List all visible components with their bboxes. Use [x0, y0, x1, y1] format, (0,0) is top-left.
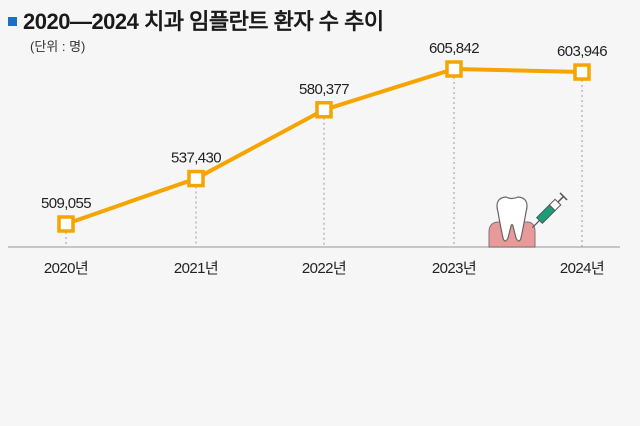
tooth-implant-syringe-icon	[488, 192, 568, 248]
data-marker	[573, 63, 591, 81]
data-marker	[315, 101, 333, 119]
data-label: 603,946	[557, 43, 607, 60]
data-marker	[187, 169, 205, 188]
unit-label: (단위 : 명)	[30, 39, 86, 54]
data-marker	[57, 215, 75, 233]
x-axis-label: 2022년	[302, 260, 346, 277]
x-axis-label: 2021년	[174, 260, 218, 277]
x-axis-label: 2024년	[560, 260, 604, 277]
data-markers	[57, 60, 591, 233]
data-labels: 509,055 537,430 580,377 605,842 603,946	[41, 40, 608, 212]
x-axis-label: 2023년	[432, 260, 476, 277]
data-label: 605,842	[429, 40, 479, 57]
data-label: 580,377	[299, 81, 349, 98]
guide-lines	[65, 77, 583, 247]
chart-title: 2020—2024 치과 임플란트 환자 수 추이	[8, 4, 384, 36]
data-label: 509,055	[41, 195, 91, 212]
data-label: 537,430	[171, 150, 221, 167]
title-bullet-icon	[8, 16, 17, 26]
data-marker	[445, 60, 463, 78]
chart-title-text: 2020—2024 치과 임플란트 환자 수 추이	[23, 9, 384, 34]
x-axis-label: 2020년	[44, 260, 88, 277]
x-axis-labels: 2020년 2021년 2022년 2023년 2024년	[44, 260, 605, 277]
